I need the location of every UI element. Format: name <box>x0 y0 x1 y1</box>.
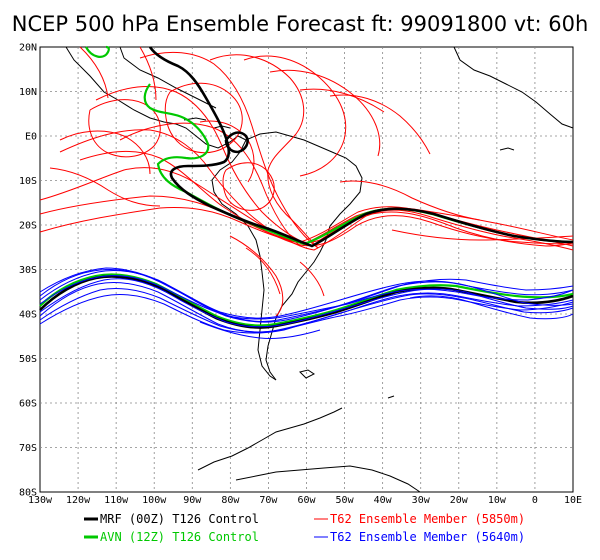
coastline-south-georgia <box>387 395 395 399</box>
mrf-5850-line <box>148 46 574 248</box>
member-5850-line <box>39 195 574 247</box>
figure-title: NCEP 500 hPa Ensemble Forecast ft: 99091… <box>12 12 589 36</box>
lon-tick-label: 90w <box>183 495 202 506</box>
lat-tick-label: 80S <box>19 488 37 499</box>
member-5850-line <box>49 167 161 207</box>
lon-tick-label: 60w <box>297 495 316 506</box>
lat-tick-label: 40S <box>19 310 37 321</box>
lat-tick-label: 20N <box>19 43 37 54</box>
lat-tick-label: 30S <box>19 265 37 276</box>
member-5850-line <box>222 162 275 211</box>
coastline-island <box>499 147 515 151</box>
member-5850-line <box>209 54 319 249</box>
lon-tick-label: 120w <box>66 495 91 506</box>
lat-tick-label: 10N <box>19 87 37 98</box>
member-5850-line <box>229 235 284 317</box>
lon-tick-label: 10E <box>564 495 582 506</box>
legend-label: MRF (00Z) T126 Control <box>100 512 259 526</box>
member-5850-line <box>164 82 243 154</box>
member-5850-line <box>299 261 325 297</box>
lat-tick-label: E0 <box>25 132 37 143</box>
lon-tick-label: 50w <box>336 495 355 506</box>
coastline-antarctica-peninsula <box>197 407 343 471</box>
lon-tick-label: 40w <box>374 495 393 506</box>
lon-tick-label: 20w <box>450 495 469 506</box>
lon-tick-label: 80w <box>221 495 240 506</box>
member-5640-line <box>199 321 321 339</box>
member-5850-line <box>245 247 281 295</box>
member-5850-line <box>119 122 301 247</box>
lon-tick-label: 130w <box>28 495 53 506</box>
mrf-5850-line <box>224 131 249 154</box>
member-5640-line <box>39 275 574 320</box>
lat-tick-label: 20S <box>19 221 37 232</box>
member-5640-line <box>39 293 574 334</box>
coastline-antarctica-weddell <box>235 465 421 493</box>
coastline-central-america <box>65 46 247 149</box>
member-5850-line <box>139 51 319 249</box>
member-5640-line <box>39 269 574 319</box>
lat-tick-label: 60S <box>19 399 37 410</box>
lon-tick-label: 110w <box>104 495 129 506</box>
member-5850-line <box>39 167 574 251</box>
member-5640-line <box>39 278 574 328</box>
member-5640-line <box>39 267 574 323</box>
lat-tick-label: 10S <box>19 176 37 187</box>
member-5640-line <box>39 269 574 323</box>
avn-5640-line <box>39 273 574 327</box>
member-5850-line <box>329 94 431 155</box>
member-5850-line <box>269 69 381 157</box>
legend-label: AVN (12Z) T126 Control <box>100 530 259 544</box>
member-5850-line <box>59 129 574 247</box>
legend-label: T62 Ensemble Member (5640m) <box>330 530 525 544</box>
coastline-south-america-west <box>211 139 277 381</box>
lon-tick-label: 0 <box>532 495 538 506</box>
member-5850-line <box>79 46 109 99</box>
member-5640-contours <box>39 267 574 339</box>
member-5850-line <box>391 229 574 241</box>
avn-5850-line <box>85 45 110 58</box>
lat-tick-label: 50S <box>19 354 37 365</box>
member-5850-line <box>88 99 161 158</box>
lon-tick-label: 30w <box>412 495 431 506</box>
legend-label: T62 Ensemble Member (5850m) <box>330 512 525 526</box>
lon-tick-label: 70w <box>259 495 278 506</box>
lon-tick-label: 100w <box>142 495 167 506</box>
member-5850-contours <box>39 46 574 317</box>
member-5850-line <box>339 180 481 221</box>
member-5850-line <box>243 55 347 177</box>
coastline-west-africa <box>453 46 574 129</box>
lon-tick-label: 10w <box>488 495 507 506</box>
member-5850-line <box>299 88 385 113</box>
legend: MRF (00Z) T126 Control AVN (12Z) T126 Con… <box>84 512 525 544</box>
member-5640-line <box>409 295 574 320</box>
lat-tick-label: 70S <box>19 443 37 454</box>
member-5850-line <box>59 130 151 175</box>
member-5850-line <box>139 46 157 101</box>
coastline-gulf <box>119 46 217 109</box>
coastline-falklands <box>299 369 315 379</box>
